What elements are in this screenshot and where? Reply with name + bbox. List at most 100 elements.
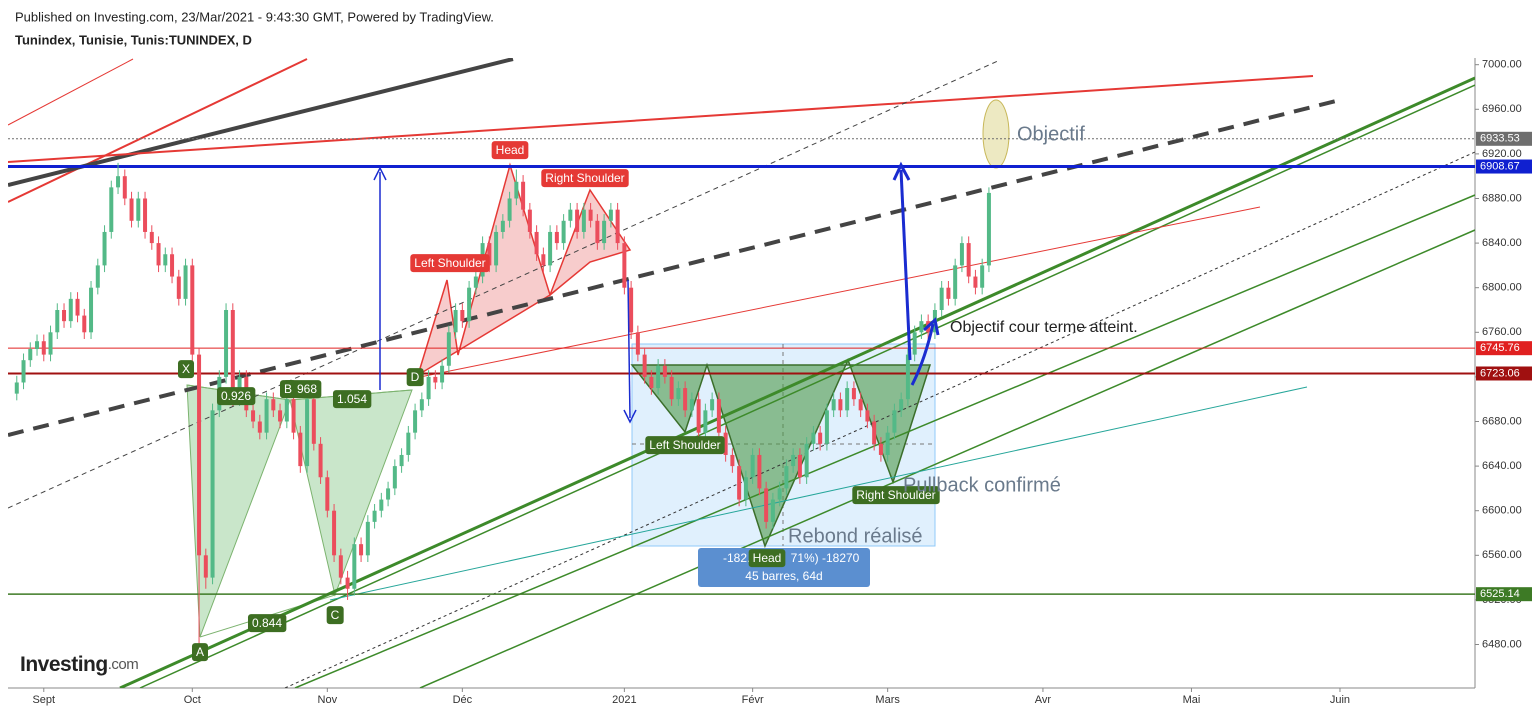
candle-body xyxy=(878,443,883,455)
candle-body xyxy=(946,287,951,299)
trend-line xyxy=(8,59,1001,509)
candle-body xyxy=(406,432,411,455)
candle-body xyxy=(467,287,472,322)
candle-body xyxy=(642,354,647,377)
candle-body xyxy=(507,198,512,221)
candle-body xyxy=(764,488,769,522)
candle-body xyxy=(298,432,303,467)
candle-body xyxy=(899,399,904,411)
candle-body xyxy=(595,220,600,244)
candle-body xyxy=(737,466,742,500)
logo-brand: Investing xyxy=(20,653,108,676)
arrow xyxy=(899,169,912,361)
pattern-label: Left Shoulder xyxy=(414,256,485,270)
arrow-head xyxy=(373,166,387,181)
candle-body xyxy=(82,315,87,333)
candle-body xyxy=(730,454,735,467)
candle-body xyxy=(973,276,978,288)
level-box xyxy=(1476,159,1532,174)
logo-suffix: .com xyxy=(108,656,139,673)
candle-body xyxy=(136,198,141,221)
level-label: 6745.76 xyxy=(1480,342,1520,354)
candle-body xyxy=(89,287,94,333)
candle-body xyxy=(696,399,701,433)
levels xyxy=(8,138,1475,595)
level-label: 6933.53 xyxy=(1480,133,1520,145)
candle-body xyxy=(35,341,40,350)
candle-body xyxy=(345,577,350,589)
channel-line xyxy=(419,229,1475,688)
candle-body xyxy=(986,192,991,266)
candle-body xyxy=(635,332,640,355)
candle-body xyxy=(278,410,283,422)
y-tick-label: 6680.00 xyxy=(1482,415,1522,427)
logo: Investing.com xyxy=(20,653,138,676)
candle-body xyxy=(413,410,418,433)
x-tick-label: 2021 xyxy=(612,694,636,706)
label-box xyxy=(410,254,490,273)
candle-body xyxy=(824,410,829,444)
candle-body xyxy=(419,399,424,411)
level-label: 6525.14 xyxy=(1480,588,1520,600)
pattern-label: Right Shoulder xyxy=(545,171,624,185)
pattern-label: Left Shoulder xyxy=(649,438,720,452)
candle-body xyxy=(784,466,789,489)
candle-body xyxy=(534,231,539,255)
candle-body xyxy=(980,265,985,288)
candle-body xyxy=(487,243,492,266)
measure-text: 71%) -18270 xyxy=(791,551,860,565)
y-tick-label: 6960.00 xyxy=(1482,103,1522,115)
point-label: B xyxy=(284,382,292,396)
candle-body xyxy=(251,410,256,422)
pattern-label: Right Shoulder xyxy=(856,488,935,502)
candle-body xyxy=(433,376,438,383)
candle-body xyxy=(656,365,661,389)
arrow-head xyxy=(623,409,637,424)
candle-body xyxy=(311,399,316,444)
candle-body xyxy=(622,243,627,288)
point-label: C xyxy=(331,608,340,622)
candle-body xyxy=(777,488,782,500)
candle-body xyxy=(28,349,33,361)
candle-body xyxy=(818,432,823,444)
candle-body xyxy=(359,544,364,556)
level-box xyxy=(1476,341,1532,356)
candle-body xyxy=(284,399,289,422)
candle-body xyxy=(55,310,60,333)
label-box xyxy=(247,614,287,633)
label-box xyxy=(191,643,209,662)
candle-body xyxy=(797,454,802,478)
candle-body xyxy=(872,421,877,444)
candle-body xyxy=(21,360,26,383)
candle-body xyxy=(325,477,330,511)
candle-body xyxy=(959,243,964,266)
candle-body xyxy=(683,388,688,411)
arrow-head xyxy=(922,317,940,336)
candle-body xyxy=(264,399,269,433)
y-tick-label: 6560.00 xyxy=(1482,549,1522,561)
candle-body xyxy=(615,209,620,244)
candle-body xyxy=(676,388,681,400)
x-tick-label: Mai xyxy=(1183,694,1201,706)
label-box xyxy=(177,360,195,379)
y-tick-label: 6800.00 xyxy=(1482,282,1522,294)
candle-body xyxy=(588,209,593,221)
candle-body xyxy=(183,265,188,299)
candle-body xyxy=(440,365,445,383)
candle-body xyxy=(62,310,67,322)
candle-body xyxy=(95,265,100,288)
candle-body xyxy=(865,410,870,422)
x-tick-label: Avr xyxy=(1035,694,1052,706)
x-tick-label: Déc xyxy=(453,694,473,706)
level-label: 6908.67 xyxy=(1480,160,1520,172)
candle-body xyxy=(116,176,121,188)
arrow xyxy=(627,279,631,419)
candle-body xyxy=(156,243,161,266)
channel-line xyxy=(294,194,1475,688)
note: Objectif cour terme atteint. xyxy=(950,319,1138,336)
candle-body xyxy=(143,198,148,232)
candle-body xyxy=(460,310,465,322)
label-box xyxy=(279,380,297,399)
ratio-label: 0.926 xyxy=(221,389,251,403)
